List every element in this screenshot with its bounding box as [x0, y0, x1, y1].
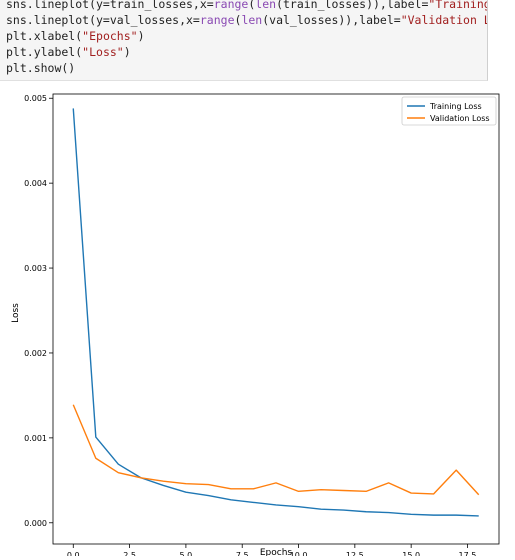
legend-label: Training Loss	[429, 102, 482, 111]
y-tick-label: 0.002	[24, 349, 47, 358]
code-token: plt.xlabel(	[6, 29, 82, 43]
code-token: sns.lineplot(y=train_losses,x=	[6, 0, 214, 11]
x-tick-label: 0.0	[67, 551, 80, 556]
legend-label: Validation Loss	[430, 114, 490, 123]
code-token: "Epochs"	[82, 29, 137, 43]
x-tick-label: 17.5	[459, 551, 477, 556]
x-tick-label: 7.5	[236, 551, 249, 556]
x-tick-label: 12.5	[346, 551, 364, 556]
code-cell[interactable]: sns.lineplot(y=train_losses,x=range(len(…	[0, 0, 488, 81]
code-token: range	[214, 0, 249, 11]
code-token: )	[124, 45, 131, 59]
x-axis-label: Epochs	[260, 548, 293, 556]
output-area: 0.000 0.001 0.002 0.003 0.004 0.005 0.0 2.5 5.0…	[0, 84, 515, 556]
code-line: plt.show()	[6, 60, 487, 76]
y-axis: 0.000 0.001 0.002 0.003 0.004 0.005	[24, 94, 53, 528]
code-token: range	[200, 13, 235, 27]
x-tick-label: 2.5	[123, 551, 136, 556]
code-line: sns.lineplot(y=val_losses,x=range(len(va…	[6, 12, 487, 28]
code-token: "Validation Loss"	[401, 13, 488, 27]
x-tick-label: 10.0	[290, 551, 308, 556]
code-token: (train_losses)),label=	[276, 0, 428, 11]
code-line: sns.lineplot(y=train_losses,x=range(len(…	[6, 0, 487, 12]
legend: Training Loss Validation Loss	[402, 97, 496, 125]
code-token: (val_losses)),label=	[262, 13, 400, 27]
code-token: "Training Loss"	[428, 0, 488, 11]
code-line: plt.xlabel("Epochs")	[6, 28, 487, 44]
x-tick-label: 5.0	[180, 551, 193, 556]
y-tick-label: 0.001	[24, 434, 47, 443]
y-axis-label: Loss	[11, 303, 21, 323]
code-token: len	[255, 0, 276, 11]
plot-frame	[53, 94, 499, 544]
y-tick-label: 0.004	[24, 179, 47, 188]
loss-chart: 0.000 0.001 0.002 0.003 0.004 0.005 0.0 2.5 5.0…	[0, 84, 515, 556]
code-token: plt.show()	[6, 61, 75, 75]
code-token: "Loss"	[82, 45, 124, 59]
code-editor[interactable]: sns.lineplot(y=train_losses,x=range(len(…	[0, 0, 487, 76]
code-token: sns.lineplot(y=val_losses,x=	[6, 13, 200, 27]
y-tick-label: 0.000	[24, 519, 47, 528]
code-token: len	[241, 13, 262, 27]
x-tick-label: 15.0	[402, 551, 420, 556]
y-tick-label: 0.003	[24, 264, 47, 273]
code-line: plt.ylabel("Loss")	[6, 44, 487, 60]
code-token: plt.ylabel(	[6, 45, 82, 59]
code-token: )	[138, 29, 145, 43]
y-tick-label: 0.005	[24, 94, 47, 103]
